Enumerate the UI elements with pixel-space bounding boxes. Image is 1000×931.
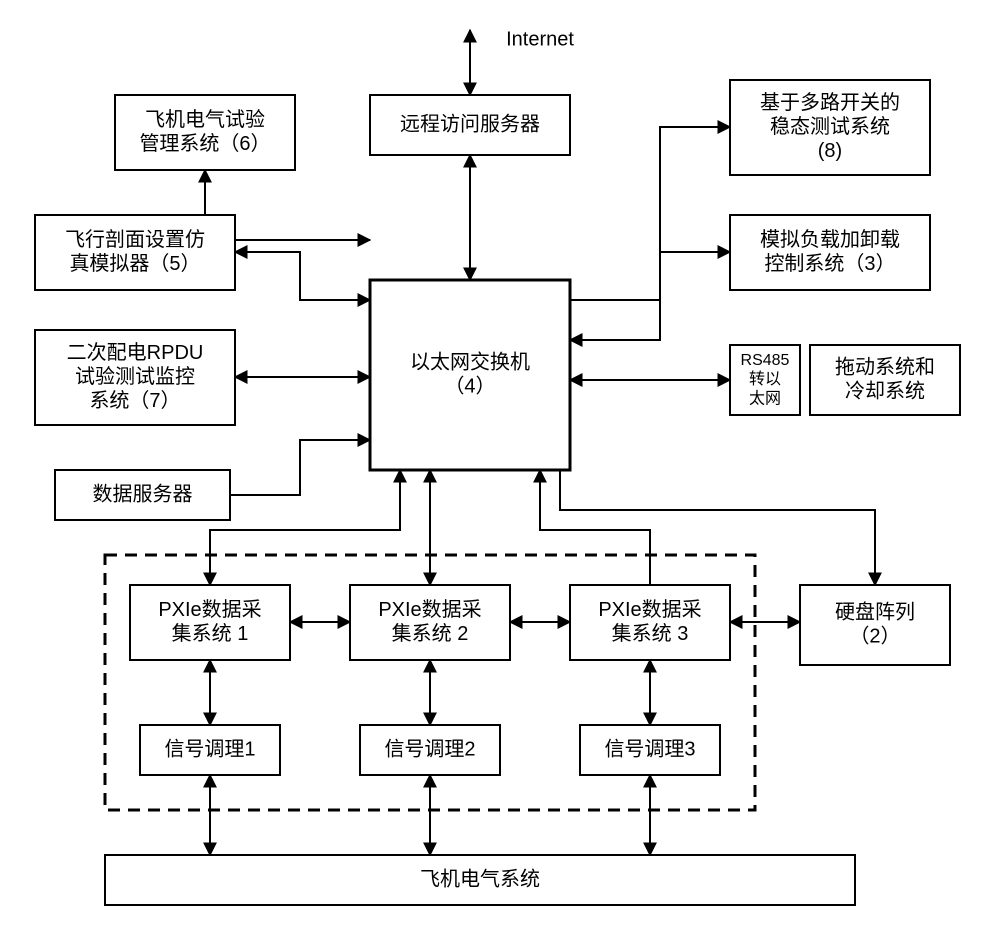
node-pxie2: PXIe数据采集系统 2 — [350, 585, 510, 660]
node-n5-line1: 真模拟器（5） — [69, 252, 200, 275]
node-n5-line0: 飞行剖面设置仿 — [65, 228, 205, 251]
edge-7 — [570, 252, 730, 340]
node-disk-line1: （2） — [849, 624, 900, 647]
node-data_server-line0: 数据服务器 — [93, 482, 193, 505]
node-pxie1-line1: 集系统 1 — [172, 622, 249, 645]
node-n3-line0: 模拟负载加卸载 — [760, 228, 900, 251]
node-disk-line0: 硬盘阵列 — [835, 600, 915, 623]
edge-13 — [560, 470, 875, 585]
node-rs485-line0: RS485 — [741, 352, 790, 369]
edge-6 — [570, 127, 730, 300]
node-n8-line1: 稳态测试系统 — [770, 115, 890, 138]
node-pxie3-line0: PXIe数据采 — [598, 598, 701, 621]
node-pxie2-line1: 集系统 2 — [392, 622, 469, 645]
node-n6: 飞机电气试验管理系统（6） — [115, 95, 295, 170]
node-switch: 以太网交换机（4） — [370, 280, 570, 470]
node-rs485: RS485转以太网 — [730, 345, 800, 415]
node-n3: 模拟负载加卸载控制系统（3） — [730, 215, 930, 290]
node-n7-line0: 二次配电RPDU — [67, 341, 204, 364]
node-n8: 基于多路开关的稳态测试系统(8) — [730, 80, 930, 175]
node-sig2-line0: 信号调理2 — [384, 737, 475, 760]
node-rs485-line1: 转以 — [749, 370, 781, 388]
node-sig3: 信号调理3 — [580, 725, 720, 775]
node-data_server: 数据服务器 — [55, 470, 230, 520]
edge-12 — [540, 470, 650, 585]
node-drag-line1: 冷却系统 — [845, 379, 925, 402]
node-pxie3: PXIe数据采集系统 3 — [570, 585, 730, 660]
node-n6-line0: 飞机电气试验 — [145, 108, 265, 131]
node-drag-line0: 拖动系统和 — [835, 355, 935, 378]
node-aircraft-line0: 飞机电气系统 — [420, 867, 540, 890]
node-pxie1: PXIe数据采集系统 1 — [130, 585, 290, 660]
node-rs485-line2: 太网 — [749, 389, 781, 407]
node-pxie1-line0: PXIe数据采 — [158, 598, 261, 621]
node-sig1: 信号调理1 — [140, 725, 280, 775]
node-n7-line1: 试验测试监控 — [75, 365, 195, 388]
edge-10 — [210, 470, 400, 585]
node-drag: 拖动系统和冷却系统 — [810, 345, 960, 415]
node-pxie2-line0: PXIe数据采 — [378, 598, 481, 621]
node-remote-line0: 远程访问服务器 — [400, 112, 540, 135]
node-switch-line1: （4） — [444, 374, 495, 397]
node-sig2: 信号调理2 — [360, 725, 500, 775]
node-n7: 二次配电RPDU试验测试监控系统（7） — [35, 330, 235, 425]
system-diagram: 飞机电气试验管理系统（6） 远程访问服务器 基于多路开关的稳态测试系统(8) 飞行剖面… — [0, 0, 1000, 931]
node-sig3-line0: 信号调理3 — [604, 737, 695, 760]
node-n8-line0: 基于多路开关的 — [760, 91, 900, 114]
internet-label: Internet — [506, 28, 574, 50]
node-n6-line1: 管理系统（6） — [139, 132, 270, 155]
node-n8-line2: (8) — [818, 140, 842, 162]
node-n7-line2: 系统（7） — [89, 389, 180, 412]
node-pxie3-line1: 集系统 3 — [612, 622, 689, 645]
node-n5: 飞行剖面设置仿真模拟器（5） — [35, 215, 235, 290]
node-remote: 远程访问服务器 — [370, 95, 570, 155]
nodes: 飞机电气试验管理系统（6） 远程访问服务器 基于多路开关的稳态测试系统(8) 飞行剖面… — [35, 80, 960, 905]
node-aircraft: 飞机电气系统 — [105, 855, 855, 905]
node-disk: 硬盘阵列（2） — [800, 585, 950, 665]
node-sig1-line0: 信号调理1 — [164, 737, 255, 760]
node-n3-line1: 控制系统（3） — [764, 252, 895, 275]
node-switch-line0: 以太网交换机 — [410, 350, 530, 373]
edge-5 — [230, 440, 370, 495]
edge-3 — [235, 252, 370, 300]
